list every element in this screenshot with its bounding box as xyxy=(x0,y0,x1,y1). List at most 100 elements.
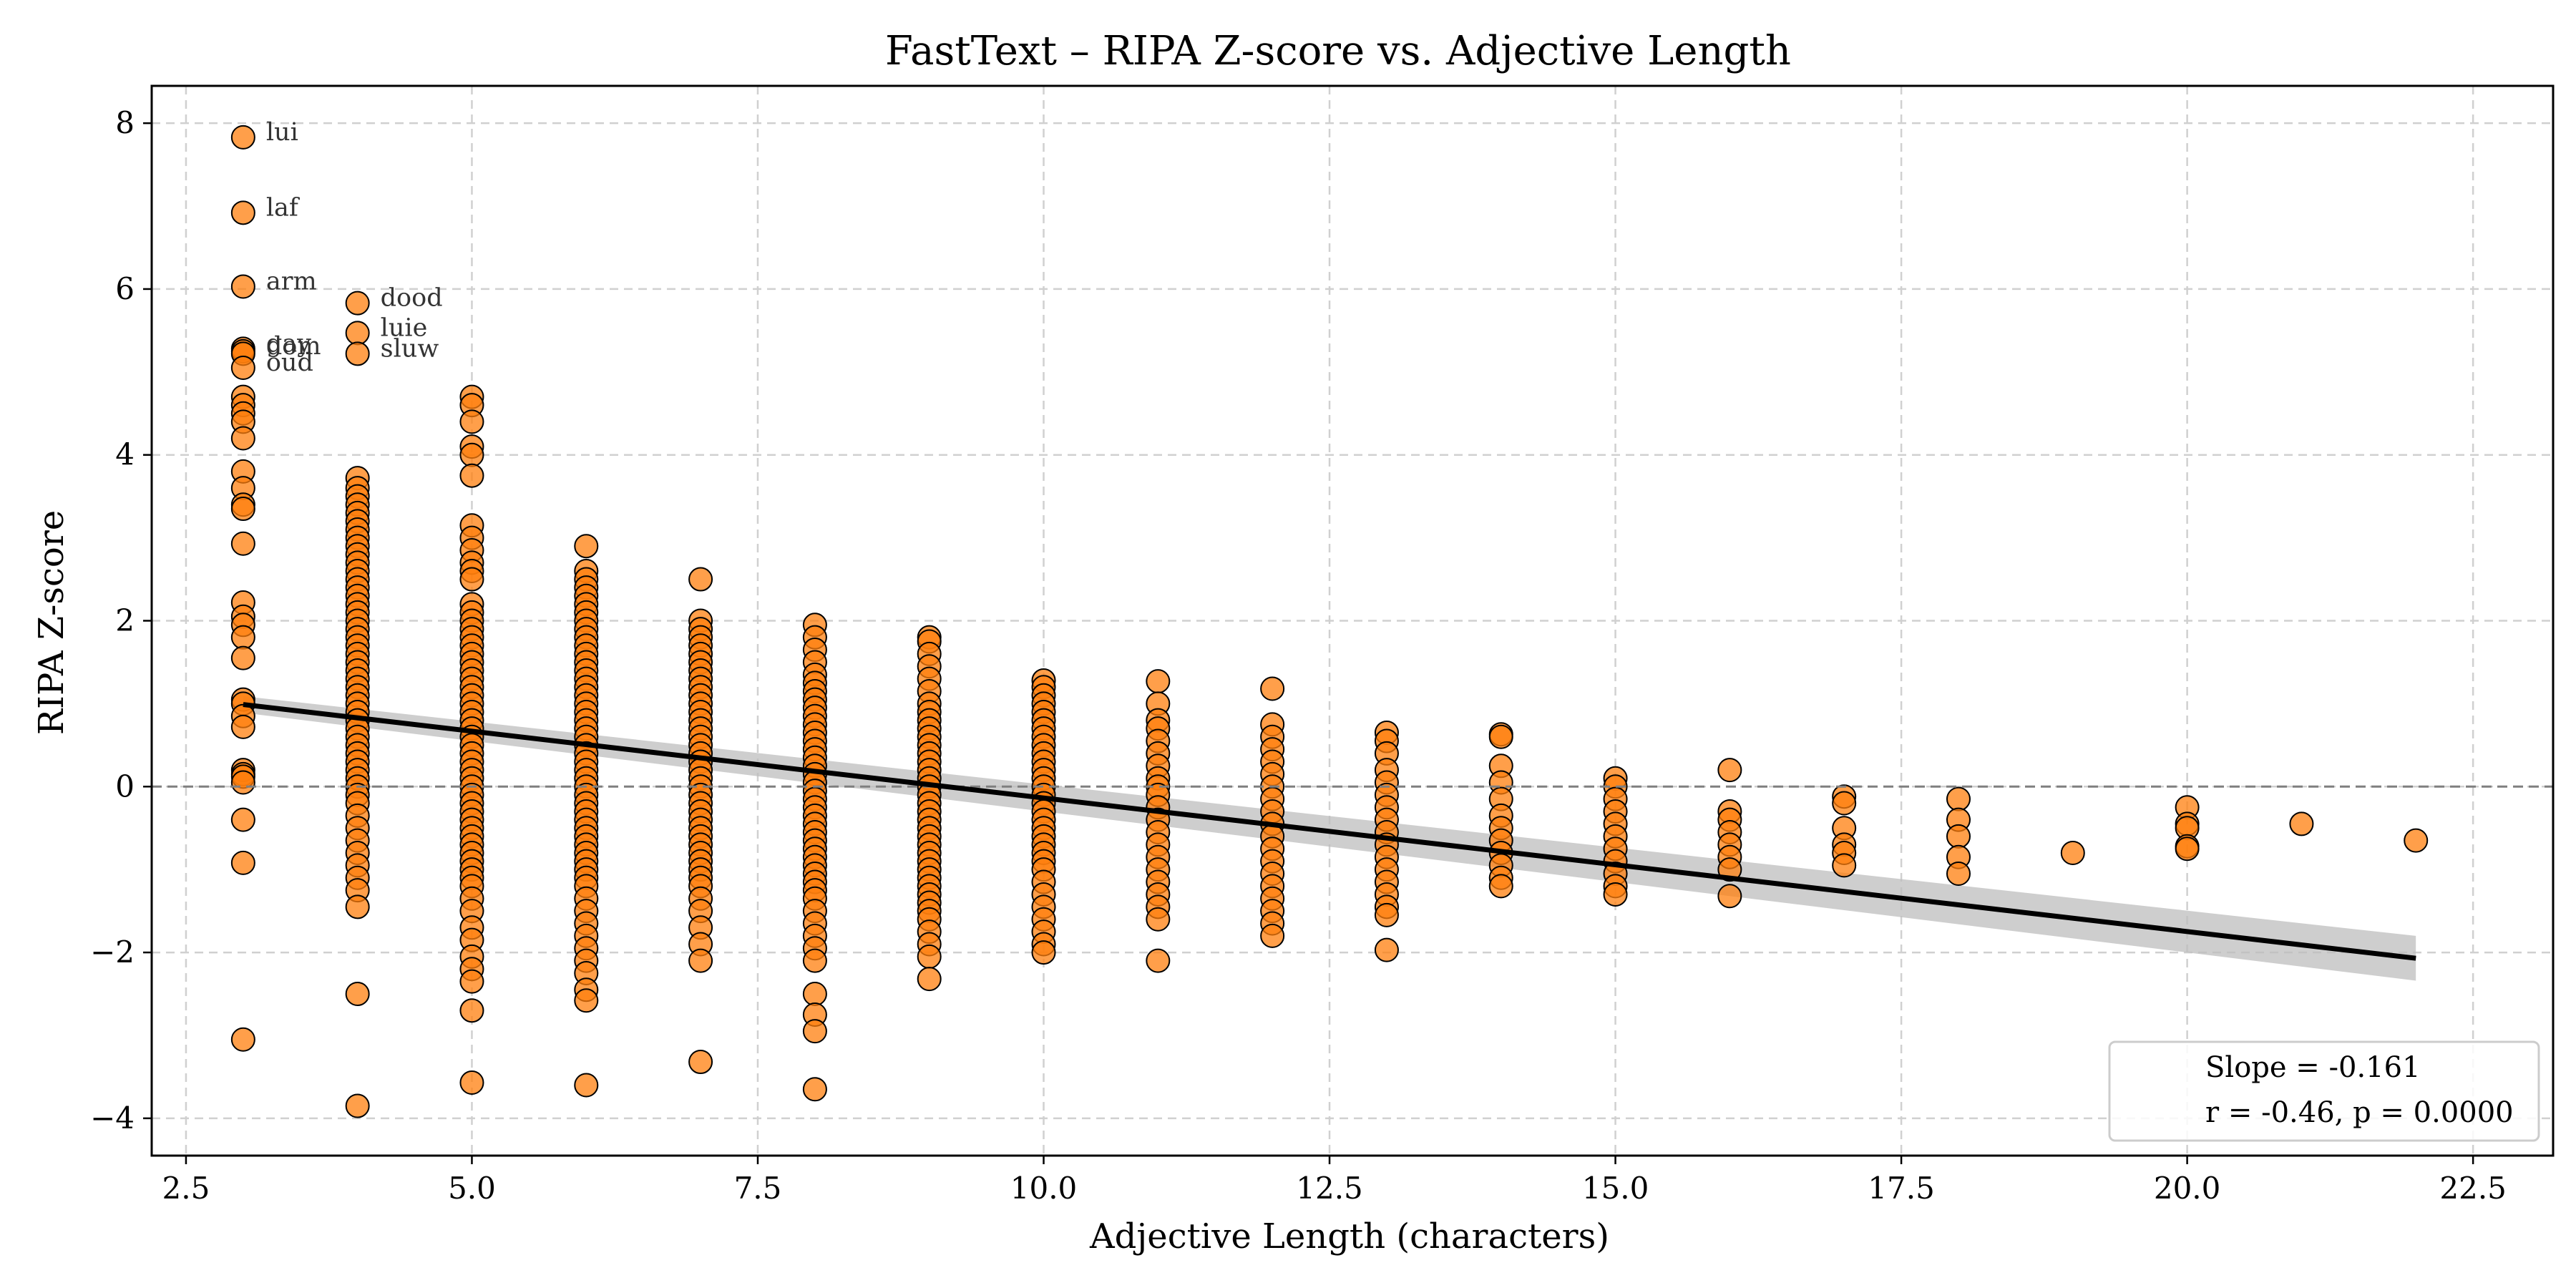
y-tick-label: 0 xyxy=(115,769,135,804)
data-point xyxy=(574,534,599,559)
y-axis-ticks: −4 −2 0 2 4 6 8 xyxy=(90,105,152,1136)
data-point xyxy=(345,321,370,346)
point-annotation: arm xyxy=(266,267,317,296)
data-point xyxy=(230,531,255,556)
data-point xyxy=(802,1077,827,1102)
data-point xyxy=(1260,676,1285,701)
data-point xyxy=(2060,840,2085,865)
data-point xyxy=(459,1070,484,1096)
data-point xyxy=(230,426,255,451)
data-point xyxy=(1260,923,1285,948)
data-point xyxy=(574,1073,599,1098)
legend-slope: Slope = -0.161 xyxy=(2205,1051,2421,1084)
data-point xyxy=(2404,828,2429,853)
data-point xyxy=(1832,853,1857,878)
data-point xyxy=(1146,907,1171,932)
regression-line xyxy=(243,702,2416,961)
data-point xyxy=(1374,937,1399,962)
data-point xyxy=(345,982,370,1007)
point-annotation: gay xyxy=(266,329,311,358)
data-point xyxy=(1488,724,1513,749)
data-point xyxy=(1146,669,1171,694)
data-point xyxy=(459,463,484,488)
point-annotation: dom xyxy=(266,332,321,361)
x-tick-label: 20.0 xyxy=(2154,1171,2221,1206)
data-point xyxy=(688,1050,713,1075)
point-annotation: luie xyxy=(381,313,428,342)
x-tick-label: 10.0 xyxy=(1010,1171,1078,1206)
legend-box xyxy=(2108,1040,2540,1142)
legend-correlation: r = -0.46, p = 0.0000 xyxy=(2205,1096,2514,1129)
data-point xyxy=(230,497,255,522)
y-tick-label: 4 xyxy=(115,437,135,472)
data-point xyxy=(230,807,255,832)
x-tick-label: 2.5 xyxy=(162,1171,210,1206)
x-tick-label: 12.5 xyxy=(1296,1171,1363,1206)
data-point xyxy=(459,442,484,467)
point-annotation: oud xyxy=(266,348,313,377)
data-point xyxy=(1717,758,1742,783)
data-point xyxy=(345,894,370,919)
data-point xyxy=(1946,861,1971,886)
x-axis-title: Adjective Length (characters) xyxy=(1089,1216,1609,1257)
x-tick-label: 22.5 xyxy=(2439,1171,2507,1206)
data-point xyxy=(1946,824,1971,849)
y-tick-label: −4 xyxy=(90,1101,135,1136)
legend: Slope = -0.161 r = -0.46, p = 0.0000 xyxy=(2108,1040,2540,1142)
data-point xyxy=(574,988,599,1013)
data-point xyxy=(459,567,484,592)
data-point xyxy=(802,1019,827,1044)
x-tick-label: 7.5 xyxy=(734,1171,782,1206)
grid-lines xyxy=(152,86,2553,1156)
data-point xyxy=(2175,836,2200,862)
y-tick-label: −2 xyxy=(90,935,135,970)
data-point xyxy=(230,1027,255,1052)
data-point xyxy=(230,125,255,150)
point-annotation: laf xyxy=(266,193,301,222)
data-point xyxy=(688,948,713,973)
data-point xyxy=(459,969,484,994)
data-point xyxy=(1488,874,1513,899)
data-point xyxy=(230,645,255,670)
data-point xyxy=(1374,902,1399,927)
data-point xyxy=(230,200,255,225)
x-axis-ticks: 2.5 5.0 7.5 10.0 12.5 15.0 17.5 20.0 22.5 xyxy=(162,1156,2507,1206)
y-tick-label: 8 xyxy=(115,105,135,140)
data-point xyxy=(802,982,827,1007)
data-point xyxy=(230,274,255,299)
data-point xyxy=(230,850,255,875)
data-point xyxy=(1146,948,1171,973)
data-point xyxy=(1603,882,1628,907)
data-point xyxy=(230,770,255,795)
data-point xyxy=(230,356,255,381)
data-point xyxy=(459,998,484,1023)
x-tick-label: 5.0 xyxy=(448,1171,496,1206)
data-points xyxy=(230,125,2429,1118)
data-point xyxy=(459,409,484,434)
data-point xyxy=(1832,791,1857,816)
data-point xyxy=(2289,811,2314,836)
data-point xyxy=(1717,884,1742,909)
data-point xyxy=(230,714,255,739)
data-point xyxy=(917,967,942,992)
point-annotation: sluw xyxy=(381,334,439,363)
data-point xyxy=(345,1093,370,1118)
data-point xyxy=(230,625,255,650)
y-tick-label: 6 xyxy=(115,271,135,306)
x-tick-label: 17.5 xyxy=(1868,1171,1935,1206)
data-point xyxy=(345,341,370,366)
point-annotation: dood xyxy=(381,284,443,313)
data-point xyxy=(688,567,713,592)
data-point xyxy=(917,944,942,969)
chart-title: FastText – RIPA Z-score vs. Adjective Le… xyxy=(885,28,1791,74)
x-tick-label: 15.0 xyxy=(1582,1171,1649,1206)
data-point xyxy=(345,291,370,316)
y-tick-label: 2 xyxy=(115,603,135,638)
data-point xyxy=(802,948,827,973)
data-point xyxy=(1031,940,1056,965)
y-axis-title: RIPA Z-score xyxy=(31,510,72,735)
data-point xyxy=(1946,786,1971,811)
point-annotation: lui xyxy=(266,118,298,147)
